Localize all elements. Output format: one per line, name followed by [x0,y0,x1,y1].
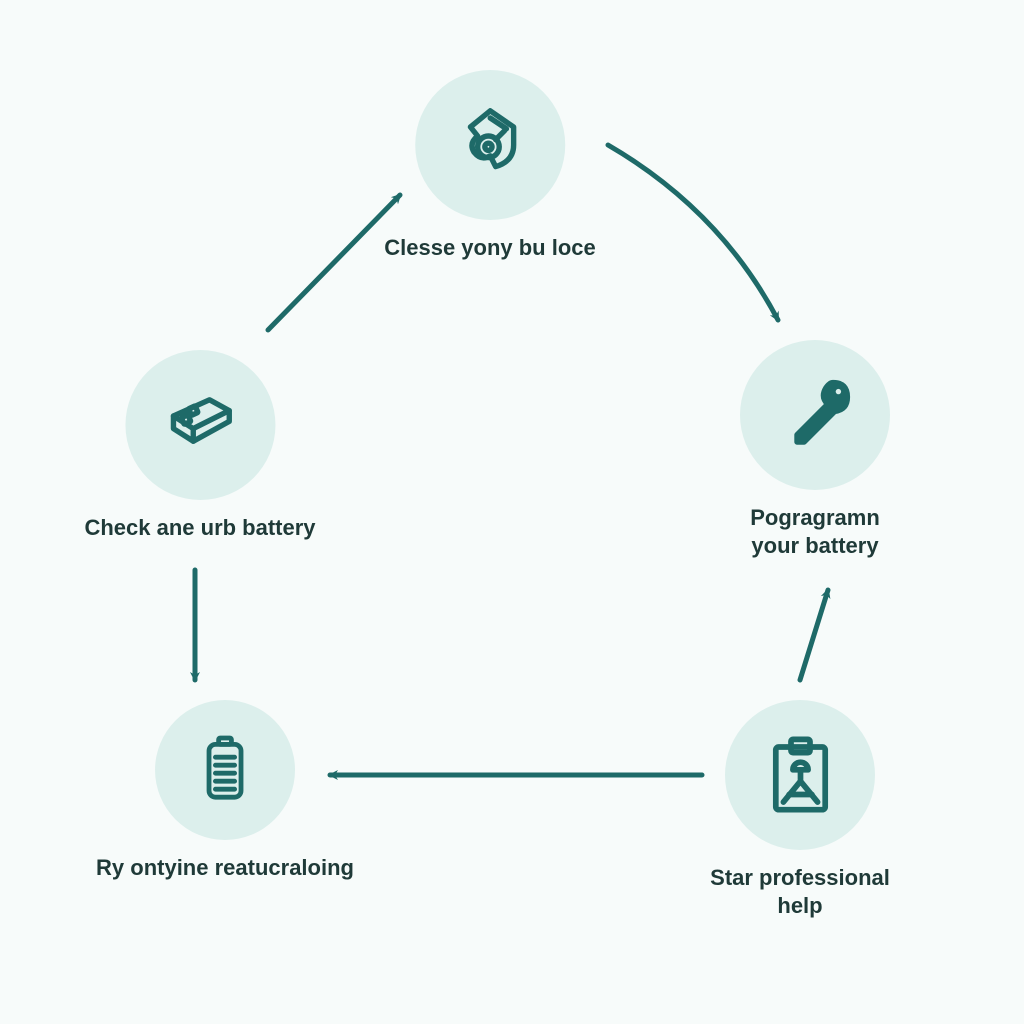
step-circle [125,350,275,500]
step-label: Pogragramn your battery [740,504,890,559]
keyfob-icon [445,100,535,190]
step-clesse: Clesse yony bu loce [384,70,596,262]
step-label: Ry ontyine reatucraloing [96,854,354,882]
arrow-check-battery-to-clesse [268,195,400,330]
battery-icon [185,730,265,810]
step-circle [155,700,295,840]
step-check-battery: Check ane urb battery [84,350,315,542]
arrow-clesse-to-pogragramn [608,145,778,320]
step-pogragramn: Pogragramn your battery [740,340,890,559]
step-ry-ontyine: Ry ontyine reatucraloing [96,700,354,882]
step-label: Clesse yony bu loce [384,234,596,262]
step-label: Star professional help [688,864,912,919]
key-icon [770,370,860,460]
step-circle [740,340,890,490]
clipboard-icon [753,728,848,823]
step-circle [415,70,565,220]
step-circle [725,700,875,850]
arrow-pogragramn-to-professional [800,590,828,680]
diagram-canvas: Check ane urb battery Clesse yony bu loc… [0,0,1024,1024]
step-professional: Star professional help [688,700,912,919]
book-icon [155,380,245,470]
step-label: Check ane urb battery [84,514,315,542]
